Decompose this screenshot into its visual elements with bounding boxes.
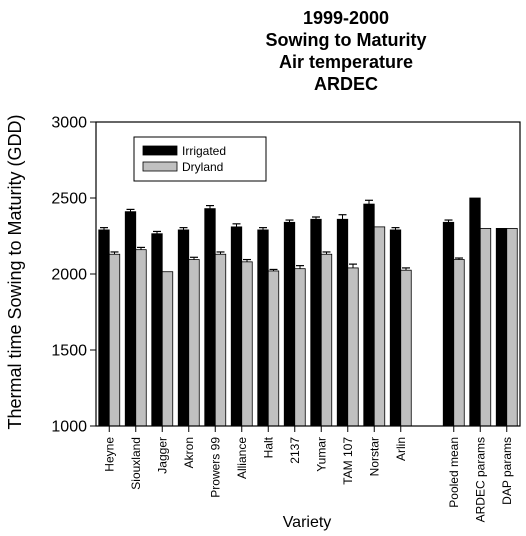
x-tick-label: Pooled mean <box>447 437 461 508</box>
error-bars <box>100 199 463 271</box>
bar-dryland <box>320 253 333 427</box>
x-tick-label: Heyne <box>102 437 116 472</box>
bar-dryland <box>188 259 200 427</box>
chart-title-line: ARDEC <box>314 74 378 94</box>
bar-irrigated <box>363 203 375 427</box>
chart-title-line: Air temperature <box>279 52 413 72</box>
bar-irrigated <box>495 227 508 427</box>
bar-irrigated <box>336 218 349 427</box>
legend-label: Dryland <box>182 160 223 174</box>
x-tick-label: Arlin <box>394 437 408 461</box>
y-tick-label: 1500 <box>51 343 87 360</box>
bar-irrigated <box>283 221 296 427</box>
x-axis-label: Variety <box>283 514 332 531</box>
bar-irrigated <box>151 233 163 427</box>
x-tick-label: Alliance <box>235 437 249 479</box>
bar-dryland <box>294 268 306 427</box>
chart-title-line: Sowing to Maturity <box>266 30 427 50</box>
x-tick-label: Prowers 99 <box>208 437 222 498</box>
legend-label: Irrigated <box>182 144 226 158</box>
bar-dryland <box>267 270 280 427</box>
bar-dryland <box>108 253 121 427</box>
chart-title-line: 1999-2000 <box>303 8 389 28</box>
bar-dryland <box>135 249 147 427</box>
x-tick-label: ARDEC params <box>473 437 487 522</box>
bar-irrigated <box>442 221 455 427</box>
bar-dryland <box>161 271 174 427</box>
bar-dryland <box>347 267 359 427</box>
bar-irrigated <box>389 229 402 427</box>
bar-dryland <box>400 269 412 427</box>
x-tick-label: 2137 <box>288 437 302 464</box>
bar-dryland <box>506 227 518 427</box>
bar-irrigated <box>204 208 216 427</box>
bar-irrigated <box>124 211 137 427</box>
bar-dryland <box>479 227 492 427</box>
x-axis-ticks: Heyne Siouxland Jagger Akron Prowers 99 Allia… <box>102 426 514 522</box>
x-tick-label: TAM 107 <box>341 437 355 485</box>
x-tick-label: Yumar <box>314 437 328 472</box>
y-tick-label: 3000 <box>51 115 87 132</box>
bar-irrigated <box>230 226 243 427</box>
bar-irrigated <box>469 197 481 427</box>
bar-irrigated <box>98 229 110 427</box>
legend: Irrigated Dryland <box>133 136 267 182</box>
bar-irrigated <box>257 229 269 427</box>
bars <box>98 197 518 427</box>
y-tick-label: 2500 <box>51 191 87 208</box>
bar-dryland <box>214 253 227 427</box>
y-axis-label: Thermal time Sowing to Maturity (GDD) <box>5 114 25 429</box>
bar-dryland <box>241 261 253 427</box>
bar-dryland <box>453 259 465 427</box>
x-tick-label: Siouxland <box>129 437 143 490</box>
legend-swatch <box>142 145 178 156</box>
bar-dryland <box>373 226 386 427</box>
legend-box <box>133 136 267 182</box>
y-tick-label: 1000 <box>51 419 87 436</box>
y-tick-label: 2000 <box>51 267 87 284</box>
bar-irrigated <box>177 229 190 427</box>
bar-irrigated <box>310 218 322 427</box>
x-tick-label: DAP params <box>500 437 514 505</box>
x-tick-label: Akron <box>182 437 196 468</box>
y-axis-ticks: 1000 1500 2000 2500 3000 <box>51 115 96 436</box>
x-tick-label: Norstar <box>367 437 381 476</box>
legend-swatch <box>142 161 178 172</box>
x-tick-label: Halt <box>261 436 275 458</box>
x-tick-label: Jagger <box>155 437 169 474</box>
